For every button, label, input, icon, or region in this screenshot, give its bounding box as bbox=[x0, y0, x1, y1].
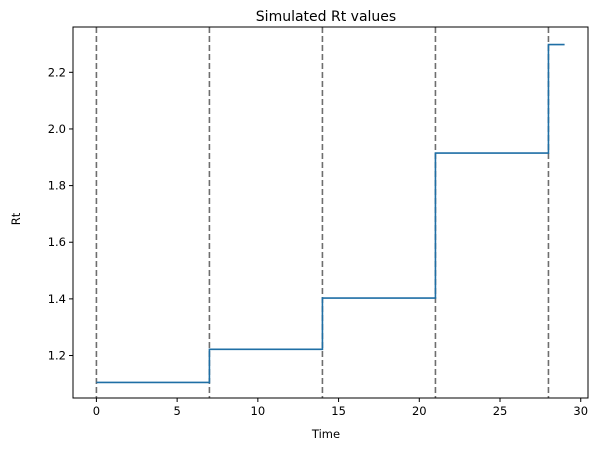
chart-title: Simulated Rt values bbox=[256, 9, 396, 25]
y-tick-label-4: 2.0 bbox=[48, 122, 66, 136]
x-tick-label-0: 0 bbox=[93, 404, 100, 418]
x-axis-ticks: 0 5 10 15 20 25 30 bbox=[93, 398, 588, 418]
x-tick-label-2: 10 bbox=[251, 404, 266, 418]
y-tick-label-0: 1.2 bbox=[48, 349, 66, 363]
y-axis-label: Rt bbox=[9, 212, 23, 225]
x-tick-label-3: 15 bbox=[331, 404, 346, 418]
y-tick-label-5: 2.2 bbox=[48, 65, 66, 79]
x-tick-label-1: 5 bbox=[173, 404, 180, 418]
x-tick-label-6: 30 bbox=[573, 404, 588, 418]
x-tick-label-4: 20 bbox=[412, 404, 427, 418]
series-group bbox=[96, 43, 565, 384]
y-tick-label-1: 1.4 bbox=[48, 292, 66, 306]
y-tick-label-2: 1.6 bbox=[48, 235, 66, 249]
rt-step-line-0 bbox=[96, 43, 565, 384]
plot-frame bbox=[72, 26, 589, 399]
y-tick-label-3: 1.8 bbox=[48, 179, 66, 193]
y-axis-ticks: 1.2 1.4 1.6 1.8 2.0 2.2 bbox=[48, 65, 73, 363]
x-tick-label-5: 25 bbox=[493, 404, 508, 418]
x-axis-label: Time bbox=[311, 427, 340, 441]
